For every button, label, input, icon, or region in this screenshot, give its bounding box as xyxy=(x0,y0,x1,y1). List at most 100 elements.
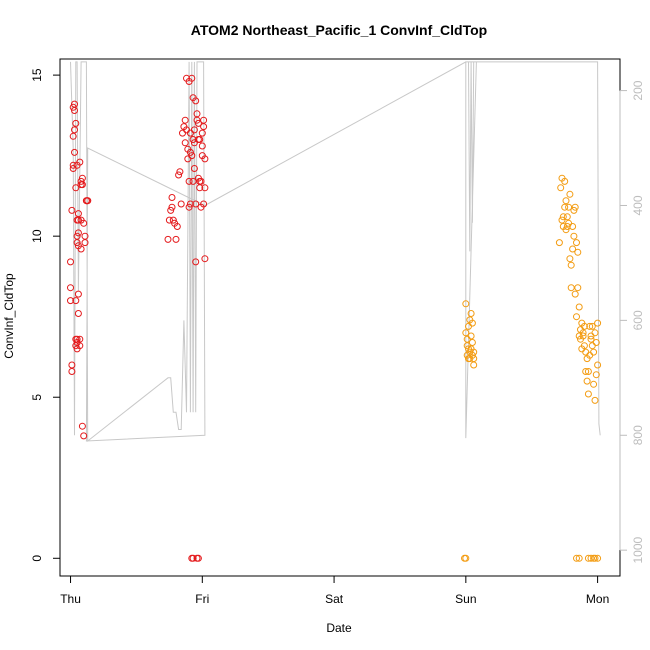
data-point xyxy=(201,184,209,192)
data-point xyxy=(557,184,565,192)
data-point xyxy=(176,168,184,176)
data-point xyxy=(467,310,475,317)
data-point xyxy=(468,339,476,346)
data-point xyxy=(71,100,78,108)
data-point xyxy=(594,554,602,562)
data-point xyxy=(192,200,200,208)
plot-frame xyxy=(59,58,621,577)
data-point xyxy=(77,177,85,185)
data-point xyxy=(173,223,181,230)
data-point xyxy=(175,171,183,179)
x-tick-label: Sun xyxy=(455,592,476,606)
data-point xyxy=(168,194,176,201)
data-point xyxy=(181,139,189,147)
y2-tick-label: 600 xyxy=(631,310,645,330)
data-point xyxy=(563,223,571,230)
data-point xyxy=(165,216,173,224)
data-point xyxy=(72,119,80,127)
data-point xyxy=(168,203,176,211)
data-point xyxy=(179,129,186,137)
data-point xyxy=(186,200,194,208)
data-point xyxy=(573,554,580,562)
data-point xyxy=(570,206,578,214)
y-axis-right: 200 400 600 800 1000 xyxy=(619,80,645,564)
data-point xyxy=(563,213,571,221)
data-point xyxy=(169,216,177,224)
data-point xyxy=(462,300,470,308)
data-point xyxy=(194,119,202,127)
data-point xyxy=(468,319,476,327)
data-point xyxy=(80,432,88,440)
data-point xyxy=(580,322,588,330)
data-point xyxy=(465,345,472,353)
data-point xyxy=(167,206,175,214)
data-point xyxy=(566,255,574,263)
data-point xyxy=(584,390,592,398)
data-point xyxy=(462,554,470,562)
data-point xyxy=(470,348,478,356)
data-point xyxy=(192,258,200,266)
data-point xyxy=(200,116,208,124)
data-point xyxy=(69,161,77,169)
x-tick-label: Thu xyxy=(60,592,81,606)
y2-tick-label: 800 xyxy=(631,425,645,445)
data-point xyxy=(587,554,595,562)
data-point xyxy=(73,335,81,343)
data-point xyxy=(579,329,587,337)
data-point xyxy=(78,422,86,430)
data-point xyxy=(567,261,575,269)
data-point xyxy=(189,177,197,185)
data-point xyxy=(76,158,84,166)
data-point xyxy=(467,332,475,340)
x-axis-label: Date xyxy=(326,621,352,635)
data-point xyxy=(584,554,592,562)
data-point xyxy=(588,342,596,350)
data-point xyxy=(590,348,598,356)
data-point xyxy=(570,232,578,240)
data-point xyxy=(76,342,84,350)
data-point xyxy=(72,297,80,305)
data-point xyxy=(67,258,74,266)
data-point xyxy=(78,181,86,189)
pressure-line-layer xyxy=(70,61,601,443)
data-point xyxy=(84,197,92,205)
data-point xyxy=(580,342,588,350)
data-point xyxy=(594,319,602,327)
data-point xyxy=(561,203,569,211)
data-point xyxy=(77,245,85,253)
data-point xyxy=(194,554,202,562)
data-point xyxy=(196,136,204,143)
data-point xyxy=(555,239,563,247)
data-point xyxy=(574,284,582,292)
data-point xyxy=(591,554,599,562)
x-tick-label: Mon xyxy=(586,592,609,606)
data-point xyxy=(189,136,197,143)
data-point xyxy=(470,361,478,369)
data-point xyxy=(81,232,89,240)
data-point xyxy=(468,351,476,359)
data-point xyxy=(185,203,193,211)
data-point xyxy=(67,297,74,305)
data-point xyxy=(569,245,577,253)
data-point xyxy=(559,213,567,221)
data-point xyxy=(164,235,172,243)
data-point xyxy=(68,368,76,375)
data-point xyxy=(200,200,208,208)
data-point xyxy=(586,322,594,330)
x-tick-label: Fri xyxy=(195,592,209,606)
data-point xyxy=(190,126,198,134)
data-point xyxy=(71,126,78,134)
data-point xyxy=(73,239,81,247)
data-point xyxy=(562,226,570,234)
y2-tick-label: 1000 xyxy=(631,536,645,563)
data-point xyxy=(591,329,599,337)
y2-tick-label: 400 xyxy=(631,195,645,215)
data-point xyxy=(198,142,206,150)
data-point xyxy=(571,290,579,298)
data-point xyxy=(590,380,598,388)
data-point xyxy=(172,235,180,243)
data-point xyxy=(592,371,600,379)
data-point xyxy=(575,303,583,311)
data-point xyxy=(69,103,77,111)
